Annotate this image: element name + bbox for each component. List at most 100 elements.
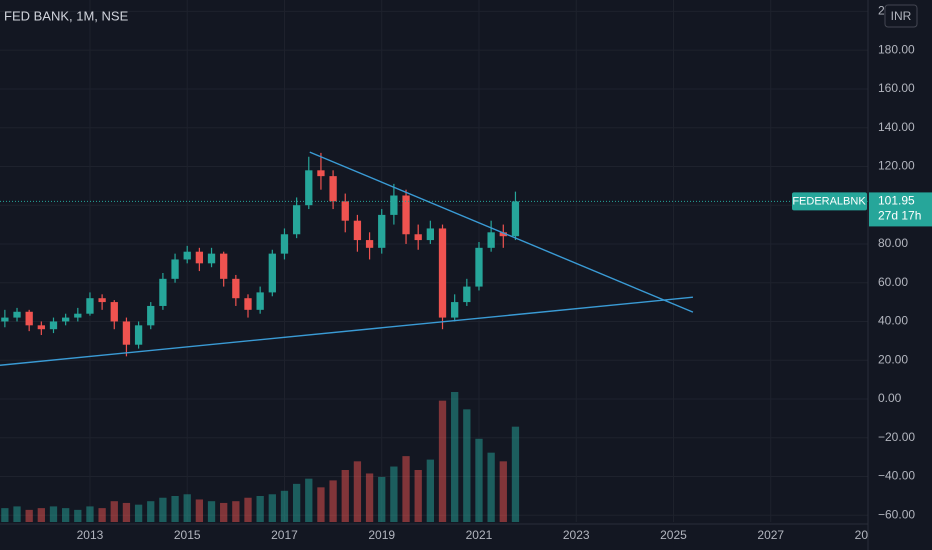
volume-bar bbox=[402, 456, 410, 522]
volume-bar bbox=[511, 426, 520, 522]
volume-bar bbox=[353, 461, 362, 522]
trendline bbox=[309, 151, 694, 313]
volume-bar bbox=[451, 392, 459, 522]
candle-body bbox=[13, 311, 21, 318]
candle-body bbox=[244, 298, 252, 310]
volume-bar bbox=[280, 490, 289, 522]
x-tick-label: 2027 bbox=[757, 528, 784, 542]
volume-bar bbox=[195, 499, 204, 522]
y-tick-label: 40.00 bbox=[878, 314, 908, 328]
y-tick-label: 140.00 bbox=[878, 120, 915, 134]
volume-bar bbox=[207, 501, 216, 522]
candle-body bbox=[438, 228, 447, 318]
currency: INR bbox=[891, 9, 912, 23]
trendline bbox=[0, 296, 694, 366]
candle-body bbox=[74, 313, 82, 318]
volume-bar bbox=[1, 508, 9, 522]
volume-bar bbox=[438, 400, 447, 522]
candle-body bbox=[195, 251, 204, 264]
price-axis bbox=[868, 0, 932, 550]
volume-bar bbox=[110, 501, 118, 522]
volume-bar bbox=[329, 480, 337, 522]
x-tick-label: 2023 bbox=[563, 528, 590, 542]
volume-bar bbox=[341, 470, 349, 522]
candle-body bbox=[329, 176, 337, 202]
volume-bar bbox=[414, 470, 422, 522]
volume-bar bbox=[74, 509, 82, 522]
symbol-label-box bbox=[792, 192, 867, 211]
candle-body bbox=[353, 220, 362, 241]
volume-bar bbox=[62, 508, 70, 522]
candle-body bbox=[402, 195, 410, 235]
candle-body bbox=[268, 253, 276, 293]
candle-body bbox=[98, 298, 106, 303]
candle-body bbox=[220, 253, 228, 279]
candle-body bbox=[305, 170, 313, 206]
candle-body bbox=[37, 325, 45, 330]
candle-body bbox=[183, 251, 191, 260]
candle-body bbox=[475, 247, 483, 287]
y-tick-label: 20.00 bbox=[878, 352, 908, 366]
x-tick-label: 2019 bbox=[368, 528, 395, 542]
candle-body bbox=[256, 292, 264, 310]
volume-bar bbox=[159, 497, 167, 522]
volume-bar bbox=[305, 478, 313, 522]
candle-body bbox=[292, 205, 301, 235]
candle-body bbox=[341, 201, 349, 221]
volume-bar bbox=[98, 508, 106, 522]
volume-bar bbox=[220, 502, 228, 522]
candle-body bbox=[122, 321, 131, 345]
x-tick-label: 2021 bbox=[466, 528, 493, 542]
volume-bar bbox=[292, 483, 301, 522]
x-tick-label: 2015 bbox=[174, 528, 201, 542]
candle-body bbox=[86, 298, 94, 314]
candle-body bbox=[62, 317, 70, 322]
candle-body bbox=[451, 302, 459, 318]
y-tick-label: 0.00 bbox=[878, 391, 902, 405]
volume-bar bbox=[147, 501, 155, 522]
candle-body bbox=[511, 201, 520, 237]
volume-bar bbox=[475, 438, 483, 522]
candle-body bbox=[487, 232, 495, 248]
volume-bar bbox=[244, 497, 252, 522]
candle-body bbox=[414, 234, 422, 241]
volume-bar bbox=[365, 473, 374, 522]
y-tick-label: −60.00 bbox=[878, 507, 915, 521]
volume-bar bbox=[13, 506, 21, 522]
candle-body bbox=[110, 302, 118, 322]
symbol-label: FEDERALBNK bbox=[792, 195, 866, 207]
currency-badge[interactable] bbox=[884, 4, 918, 28]
x-tick-label: 2025 bbox=[660, 528, 687, 542]
volume-bar bbox=[134, 504, 143, 522]
candle-body bbox=[365, 240, 374, 248]
volume-bar bbox=[183, 494, 191, 522]
volume-bar bbox=[487, 452, 495, 522]
countdown-label: 27d 17h bbox=[878, 209, 921, 223]
volume-bar bbox=[426, 459, 434, 522]
volume-bar bbox=[463, 409, 471, 522]
volume-bar bbox=[37, 508, 45, 522]
candle-body bbox=[426, 228, 434, 241]
candle-body bbox=[25, 311, 33, 326]
candle-body bbox=[1, 317, 9, 322]
y-tick-label: −40.00 bbox=[878, 469, 915, 483]
candle-body bbox=[390, 195, 398, 215]
volume-bar bbox=[499, 461, 507, 522]
candle-body bbox=[280, 234, 289, 254]
volume-bar bbox=[122, 502, 131, 522]
candle-body bbox=[463, 286, 471, 303]
candle-body bbox=[207, 253, 216, 264]
y-tick-label: 180.00 bbox=[878, 42, 915, 56]
candle-body bbox=[159, 278, 167, 306]
volume-bar bbox=[171, 496, 179, 522]
volume-bar bbox=[378, 476, 386, 522]
x-tick-label: 2017 bbox=[271, 528, 298, 542]
candle-body bbox=[378, 214, 386, 248]
candle-body bbox=[232, 278, 240, 299]
chart-title: FED BANK, 1M, NSE bbox=[4, 8, 129, 23]
volume-bar bbox=[25, 509, 33, 522]
candle-body bbox=[49, 321, 58, 330]
y-tick-label: 120.00 bbox=[878, 159, 915, 173]
volume-bar bbox=[317, 487, 325, 522]
